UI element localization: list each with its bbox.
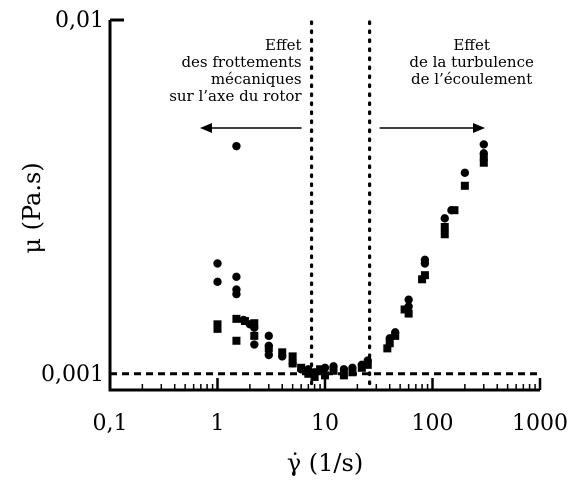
- data-point-square: [232, 336, 241, 345]
- data-point-square: [213, 320, 222, 329]
- data-point-square: [304, 369, 313, 378]
- data-point-circle: [460, 168, 470, 177]
- data-point-circle: [250, 340, 259, 349]
- annotation-line: des frottements: [181, 53, 301, 71]
- data-point-circle: [440, 214, 449, 223]
- data-point-square: [420, 271, 429, 280]
- data-point-circle: [232, 141, 241, 151]
- data-point-circle: [404, 295, 413, 304]
- data-point-square: [278, 348, 287, 357]
- annotation-line: Effet: [265, 36, 302, 54]
- data-point-square: [316, 365, 325, 374]
- reference-lines: [110, 20, 540, 390]
- data-point-circle: [213, 277, 222, 286]
- data-point-square: [363, 360, 372, 369]
- y-tick-label: 0,01: [55, 8, 104, 33]
- data-point-square: [213, 324, 222, 333]
- x-axis-title: γ̇ (1/s): [287, 449, 363, 477]
- arrow-left-head: [200, 123, 212, 133]
- data-point-square: [250, 319, 259, 328]
- data-point-square: [391, 331, 400, 340]
- data-point-square: [348, 368, 357, 377]
- axes: [108, 18, 542, 392]
- data-point-square: [440, 222, 449, 231]
- data-point-square: [479, 158, 488, 167]
- x-tick-label: 10: [311, 411, 339, 436]
- data-point-square: [450, 206, 459, 215]
- data-point-circle: [479, 140, 488, 149]
- data-point-square: [240, 317, 249, 326]
- data-point-square: [400, 305, 409, 314]
- data-point-circle: [232, 272, 241, 282]
- data-point-square: [250, 331, 259, 340]
- data-point-square: [357, 363, 366, 372]
- data-point-circle: [232, 289, 241, 299]
- data-point-square: [385, 339, 394, 348]
- data-point-square: [310, 372, 319, 381]
- data-point-circle: [264, 331, 273, 341]
- data-point-square: [418, 275, 427, 284]
- annotation-line: sur l’axe du rotor: [169, 87, 302, 105]
- data-point-square: [288, 352, 297, 361]
- data-point-square: [329, 366, 338, 375]
- data-points: [213, 140, 488, 381]
- annotation-line: Effet: [453, 36, 490, 54]
- x-tick-label: 1000: [512, 411, 568, 436]
- tick-labels: 0,1 1 10 100 1000 0,01 0,001: [41, 8, 568, 436]
- data-point-square: [479, 153, 488, 162]
- x-tick-label: 0,1: [93, 411, 128, 436]
- x-tick-label: 1: [211, 411, 225, 436]
- x-tick-label: 100: [412, 411, 454, 436]
- data-point-square: [264, 344, 273, 353]
- data-point-square: [232, 314, 241, 323]
- y-tick-label: 0,001: [41, 362, 104, 387]
- data-point-square: [404, 309, 413, 318]
- data-point-square: [288, 359, 297, 368]
- annotation-line: mécaniques: [211, 70, 302, 88]
- data-point-square: [383, 344, 392, 353]
- data-point-circle: [420, 259, 430, 268]
- data-point-circle: [264, 350, 273, 360]
- data-point-square: [460, 181, 469, 190]
- data-point-square: [440, 230, 449, 239]
- data-point-square: [321, 371, 329, 380]
- arrow-right-head: [473, 123, 485, 133]
- data-point-square: [339, 371, 348, 380]
- annotation-line: de la turbulence: [409, 53, 534, 71]
- annotation-line: de l’écoulement: [411, 70, 532, 88]
- y-axis-title: μ (Pa.s): [18, 162, 46, 253]
- data-point-square: [297, 363, 306, 372]
- data-point-circle: [213, 259, 222, 268]
